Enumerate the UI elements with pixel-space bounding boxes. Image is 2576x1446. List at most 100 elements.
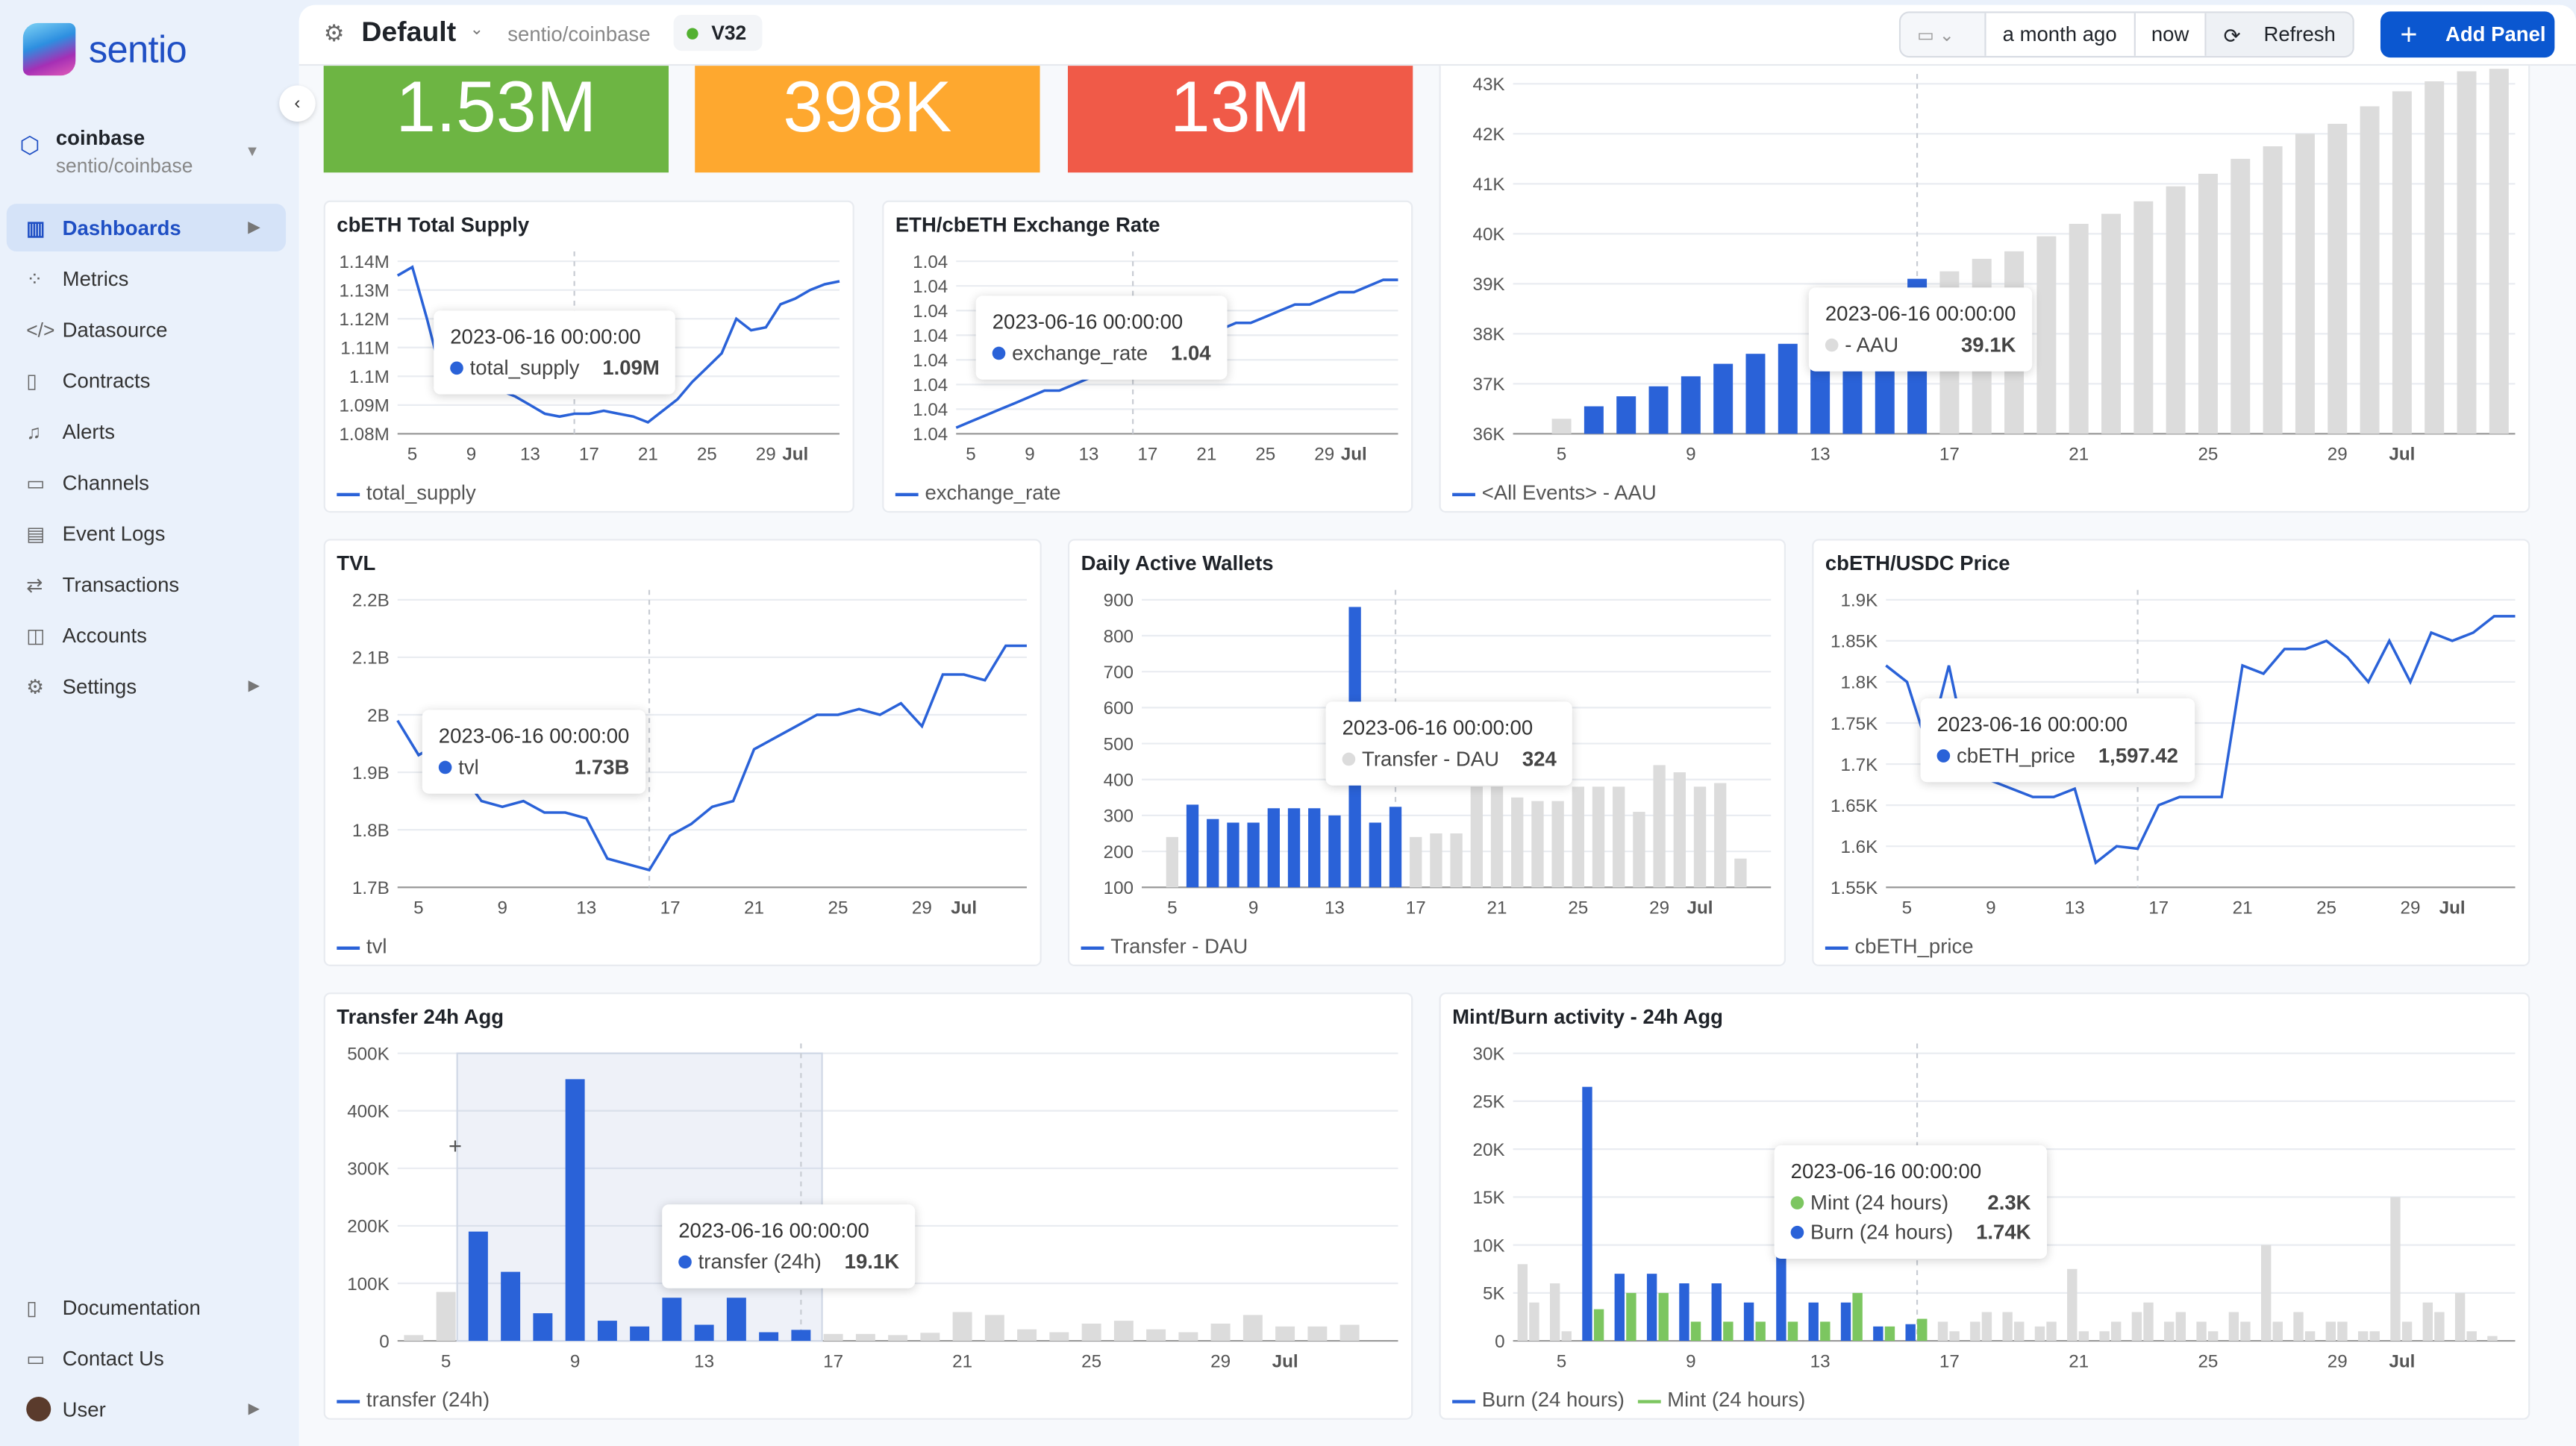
bar[interactable]	[1531, 801, 1544, 888]
legend-item[interactable]: total_supply	[337, 481, 476, 504]
bar-burn[interactable]	[2196, 1321, 2207, 1342]
bar[interactable]	[1745, 354, 1766, 434]
bar-mint[interactable]	[1690, 1321, 1701, 1342]
project-selector[interactable]: ⬡ coinbase sentio/coinbase ▼	[19, 127, 266, 183]
bar[interactable]	[984, 1315, 1004, 1342]
bar[interactable]	[1551, 419, 1572, 434]
bar[interactable]	[2425, 81, 2445, 434]
bar[interactable]	[468, 1231, 488, 1342]
time-from-input[interactable]: a month ago	[1986, 13, 2135, 56]
bar[interactable]	[1673, 772, 1686, 888]
bar[interactable]	[1207, 819, 1219, 888]
bar[interactable]	[1648, 386, 1669, 434]
bar[interactable]	[1389, 807, 1402, 888]
bar-burn[interactable]	[1905, 1324, 1916, 1342]
bar[interactable]	[533, 1313, 553, 1342]
bar[interactable]	[1410, 836, 1422, 888]
bar[interactable]	[2133, 201, 2154, 434]
bar[interactable]	[1430, 833, 1442, 888]
bar[interactable]	[2392, 91, 2412, 434]
bar[interactable]	[1210, 1323, 1231, 1342]
bar-mint[interactable]	[1723, 1321, 1734, 1342]
bar-burn[interactable]	[2164, 1321, 2175, 1342]
bar-burn[interactable]	[2131, 1312, 2142, 1342]
bar-burn[interactable]	[1582, 1086, 1592, 1342]
bar[interactable]	[823, 1333, 843, 1342]
bar[interactable]	[2101, 213, 2121, 434]
bar-mint[interactable]	[1755, 1321, 1766, 1342]
bar[interactable]	[1267, 808, 1280, 888]
add-panel-button[interactable]: + Add Panel	[2380, 11, 2555, 58]
collapse-sidebar-button[interactable]: ‹	[279, 85, 316, 122]
bar-burn[interactable]	[2325, 1321, 2336, 1342]
bar[interactable]	[1572, 786, 1584, 888]
sidebar-item-transactions[interactable]: ⇄ Transactions	[7, 560, 286, 608]
bar-mint[interactable]	[1561, 1331, 1572, 1342]
bar-mint[interactable]	[2014, 1321, 2025, 1342]
bar-burn[interactable]	[1776, 1245, 1786, 1342]
panel-exchange-rate[interactable]: 1.04 1.04 1.04 1.04 1.04 1.04 1.04 1.04 5 9 13 17 21…	[882, 200, 1413, 513]
bar-burn[interactable]	[2099, 1331, 2110, 1342]
bar-burn[interactable]	[1873, 1326, 1883, 1342]
bar[interactable]	[1081, 1323, 1101, 1342]
sidebar-item-dashboards[interactable]: ▥ Dashboards ▶	[6, 204, 287, 251]
bar[interactable]	[1584, 406, 1604, 434]
bar-mint[interactable]	[2207, 1331, 2219, 1342]
bar[interactable]	[404, 1335, 424, 1342]
bar-mint[interactable]	[1981, 1312, 1992, 1342]
bar-mint[interactable]	[2272, 1321, 2283, 1342]
bar-burn[interactable]	[1937, 1321, 1948, 1342]
bar[interactable]	[1778, 343, 1798, 434]
bar-burn[interactable]	[2422, 1302, 2433, 1342]
bar[interactable]	[1713, 363, 1734, 434]
sidebar-item-user[interactable]: User ▶	[7, 1386, 286, 1433]
sidebar-item-metrics[interactable]: ⁘ Metrics	[7, 254, 286, 302]
bar[interactable]	[1450, 833, 1463, 888]
time-to-input[interactable]: now	[2134, 13, 2207, 56]
bar-mint[interactable]	[1917, 1318, 1928, 1342]
bar[interactable]	[2263, 146, 2283, 434]
bar-burn[interactable]	[2390, 1197, 2401, 1342]
bar[interactable]	[2295, 134, 2315, 434]
panel-cbeth-usdc-price[interactable]: 1.55K 1.6K 1.65K 1.7K 1.75K 1.8K 1.85K 1.9K 5 9 13…	[1812, 539, 2530, 966]
bar[interactable]	[662, 1298, 682, 1342]
bar-mint[interactable]	[2240, 1321, 2251, 1342]
bar[interactable]	[1146, 1329, 1166, 1342]
sidebar-item-datasource[interactable]: </> Datasource	[7, 306, 286, 354]
bar[interactable]	[1693, 786, 1707, 888]
bar[interactable]	[501, 1271, 521, 1342]
bar[interactable]	[1490, 786, 1504, 888]
bar[interactable]	[2166, 186, 2186, 434]
bar-mint[interactable]	[1593, 1309, 1604, 1342]
bar[interactable]	[855, 1333, 875, 1342]
bar[interactable]	[2069, 223, 2089, 434]
legend-item[interactable]: exchange_rate	[895, 481, 1061, 504]
bar-mint[interactable]	[2466, 1331, 2477, 1342]
bar[interactable]	[1369, 822, 1381, 888]
bar-mint[interactable]	[2143, 1302, 2154, 1342]
bar[interactable]	[1714, 783, 1727, 888]
bar-burn[interactable]	[2002, 1312, 2013, 1342]
bar[interactable]	[2489, 69, 2509, 434]
sidebar-item-alerts[interactable]: ♫ Alerts	[7, 407, 286, 455]
bar[interactable]	[2230, 158, 2251, 434]
bar[interactable]	[1734, 858, 1747, 888]
legend-item[interactable]: cbETH_price	[1825, 935, 1974, 958]
bar[interactable]	[888, 1335, 908, 1342]
bar-burn[interactable]	[2228, 1312, 2239, 1342]
stat-tile[interactable]: 398K	[695, 66, 1040, 173]
project-breadcrumb[interactable]: sentio/coinbase	[507, 22, 651, 46]
bar-burn[interactable]	[1808, 1302, 1819, 1342]
bar[interactable]	[1178, 1332, 1198, 1342]
bar-burn[interactable]	[2454, 1292, 2466, 1342]
bar[interactable]	[1681, 376, 1701, 434]
sidebar-item-contact-us[interactable]: ▭ Contact Us	[7, 1334, 286, 1382]
bar[interactable]	[1186, 804, 1199, 888]
bar-burn[interactable]	[1711, 1283, 1722, 1342]
bar[interactable]	[2036, 236, 2057, 434]
bar[interactable]	[1307, 1326, 1328, 1342]
bar-burn[interactable]	[1646, 1274, 1657, 1342]
panel-tvl[interactable]: 1.7B 1.8B 1.9B 2B 2.1B 2.2B 5 9 13 17 21 25 29 Jul TV…	[323, 539, 1042, 966]
bar-burn[interactable]	[2487, 1336, 2498, 1342]
gear-icon[interactable]: ⚙	[323, 19, 345, 46]
